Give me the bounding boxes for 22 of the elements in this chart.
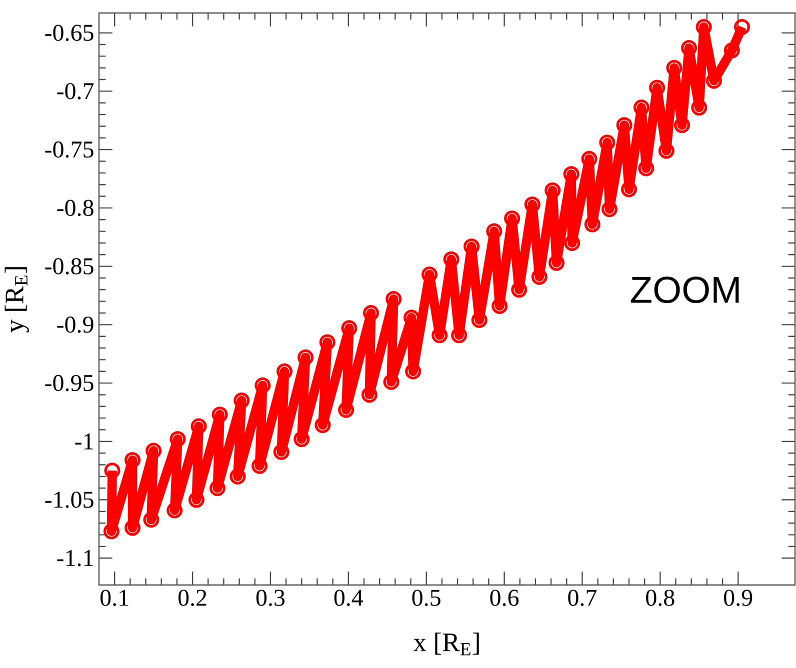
annotation: ZOOM xyxy=(630,276,739,304)
y-tick-label: -0.7 xyxy=(57,83,94,100)
x-tick-label: 0.7 xyxy=(568,590,597,606)
y-tick-label: -0.9 xyxy=(57,316,94,333)
y-axis-title: y [R$_{E}$] xyxy=(4,267,29,332)
y-tick-label: -0.85 xyxy=(45,258,94,274)
x-tick-label: 0.8 xyxy=(646,590,674,606)
x-tick-label: 0.6 xyxy=(490,590,519,606)
y-tick-label: -1.1 xyxy=(57,550,93,566)
y-tick-label: -0.75 xyxy=(45,141,94,158)
y-tick-label: -0.8 xyxy=(57,200,94,216)
x-tick-label: 0.5 xyxy=(412,590,440,606)
x-tick-label: 0.9 xyxy=(724,590,752,606)
y-tick-label: -0.95 xyxy=(45,374,94,392)
x-tick-label: 0.3 xyxy=(256,590,285,606)
x-tick-label: 0.4 xyxy=(334,590,364,606)
y-tick-label: -1 xyxy=(75,433,93,450)
y-tick-label: -1.05 xyxy=(45,492,94,508)
x-tick-label: 0.1 xyxy=(100,590,128,606)
x-axis-title: x [R$_{E}$] xyxy=(413,632,479,656)
x-tick-label: 0.2 xyxy=(178,590,206,606)
y-tick-label: -0.65 xyxy=(45,24,94,41)
